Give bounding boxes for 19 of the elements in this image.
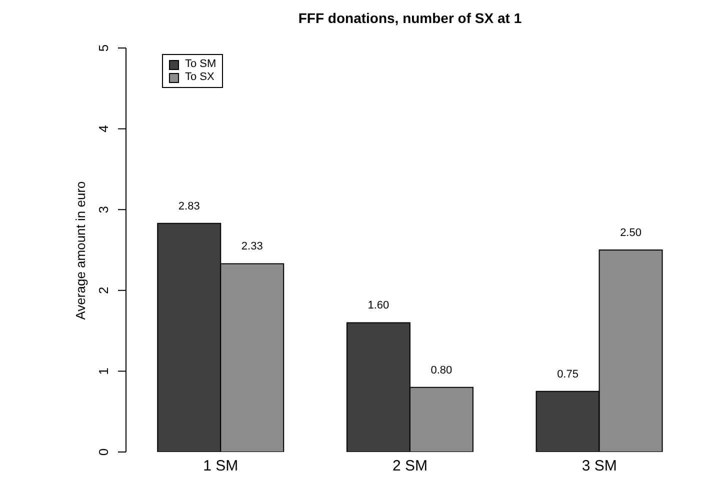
y-tick-label: 1 — [96, 368, 111, 375]
y-tick-label: 5 — [96, 44, 111, 52]
x-tick-label: 1 SM — [203, 458, 238, 475]
y-tick-label: 2 — [96, 286, 111, 294]
x-tick-label: 3 SM — [582, 458, 617, 475]
chart-title: FFF donations, number of SX at 1 — [297, 10, 523, 26]
y-tick-label: 0 — [96, 448, 111, 456]
data-label: 0.75 — [557, 368, 578, 380]
y-tick-label: 3 — [96, 206, 111, 214]
y-axis-title: Average amount in euro — [72, 180, 88, 320]
data-label: 1.60 — [368, 300, 390, 312]
data-label: 2.83 — [178, 200, 200, 212]
data-label: 2.33 — [241, 240, 263, 253]
legend-label: To SM — [185, 58, 216, 71]
legend-label: To SX — [185, 71, 214, 84]
data-label: 0.80 — [430, 364, 452, 376]
y-tick-label: 4 — [96, 125, 111, 132]
data-label: 2.50 — [620, 227, 642, 239]
x-tick-label: 2 SM — [392, 458, 428, 475]
